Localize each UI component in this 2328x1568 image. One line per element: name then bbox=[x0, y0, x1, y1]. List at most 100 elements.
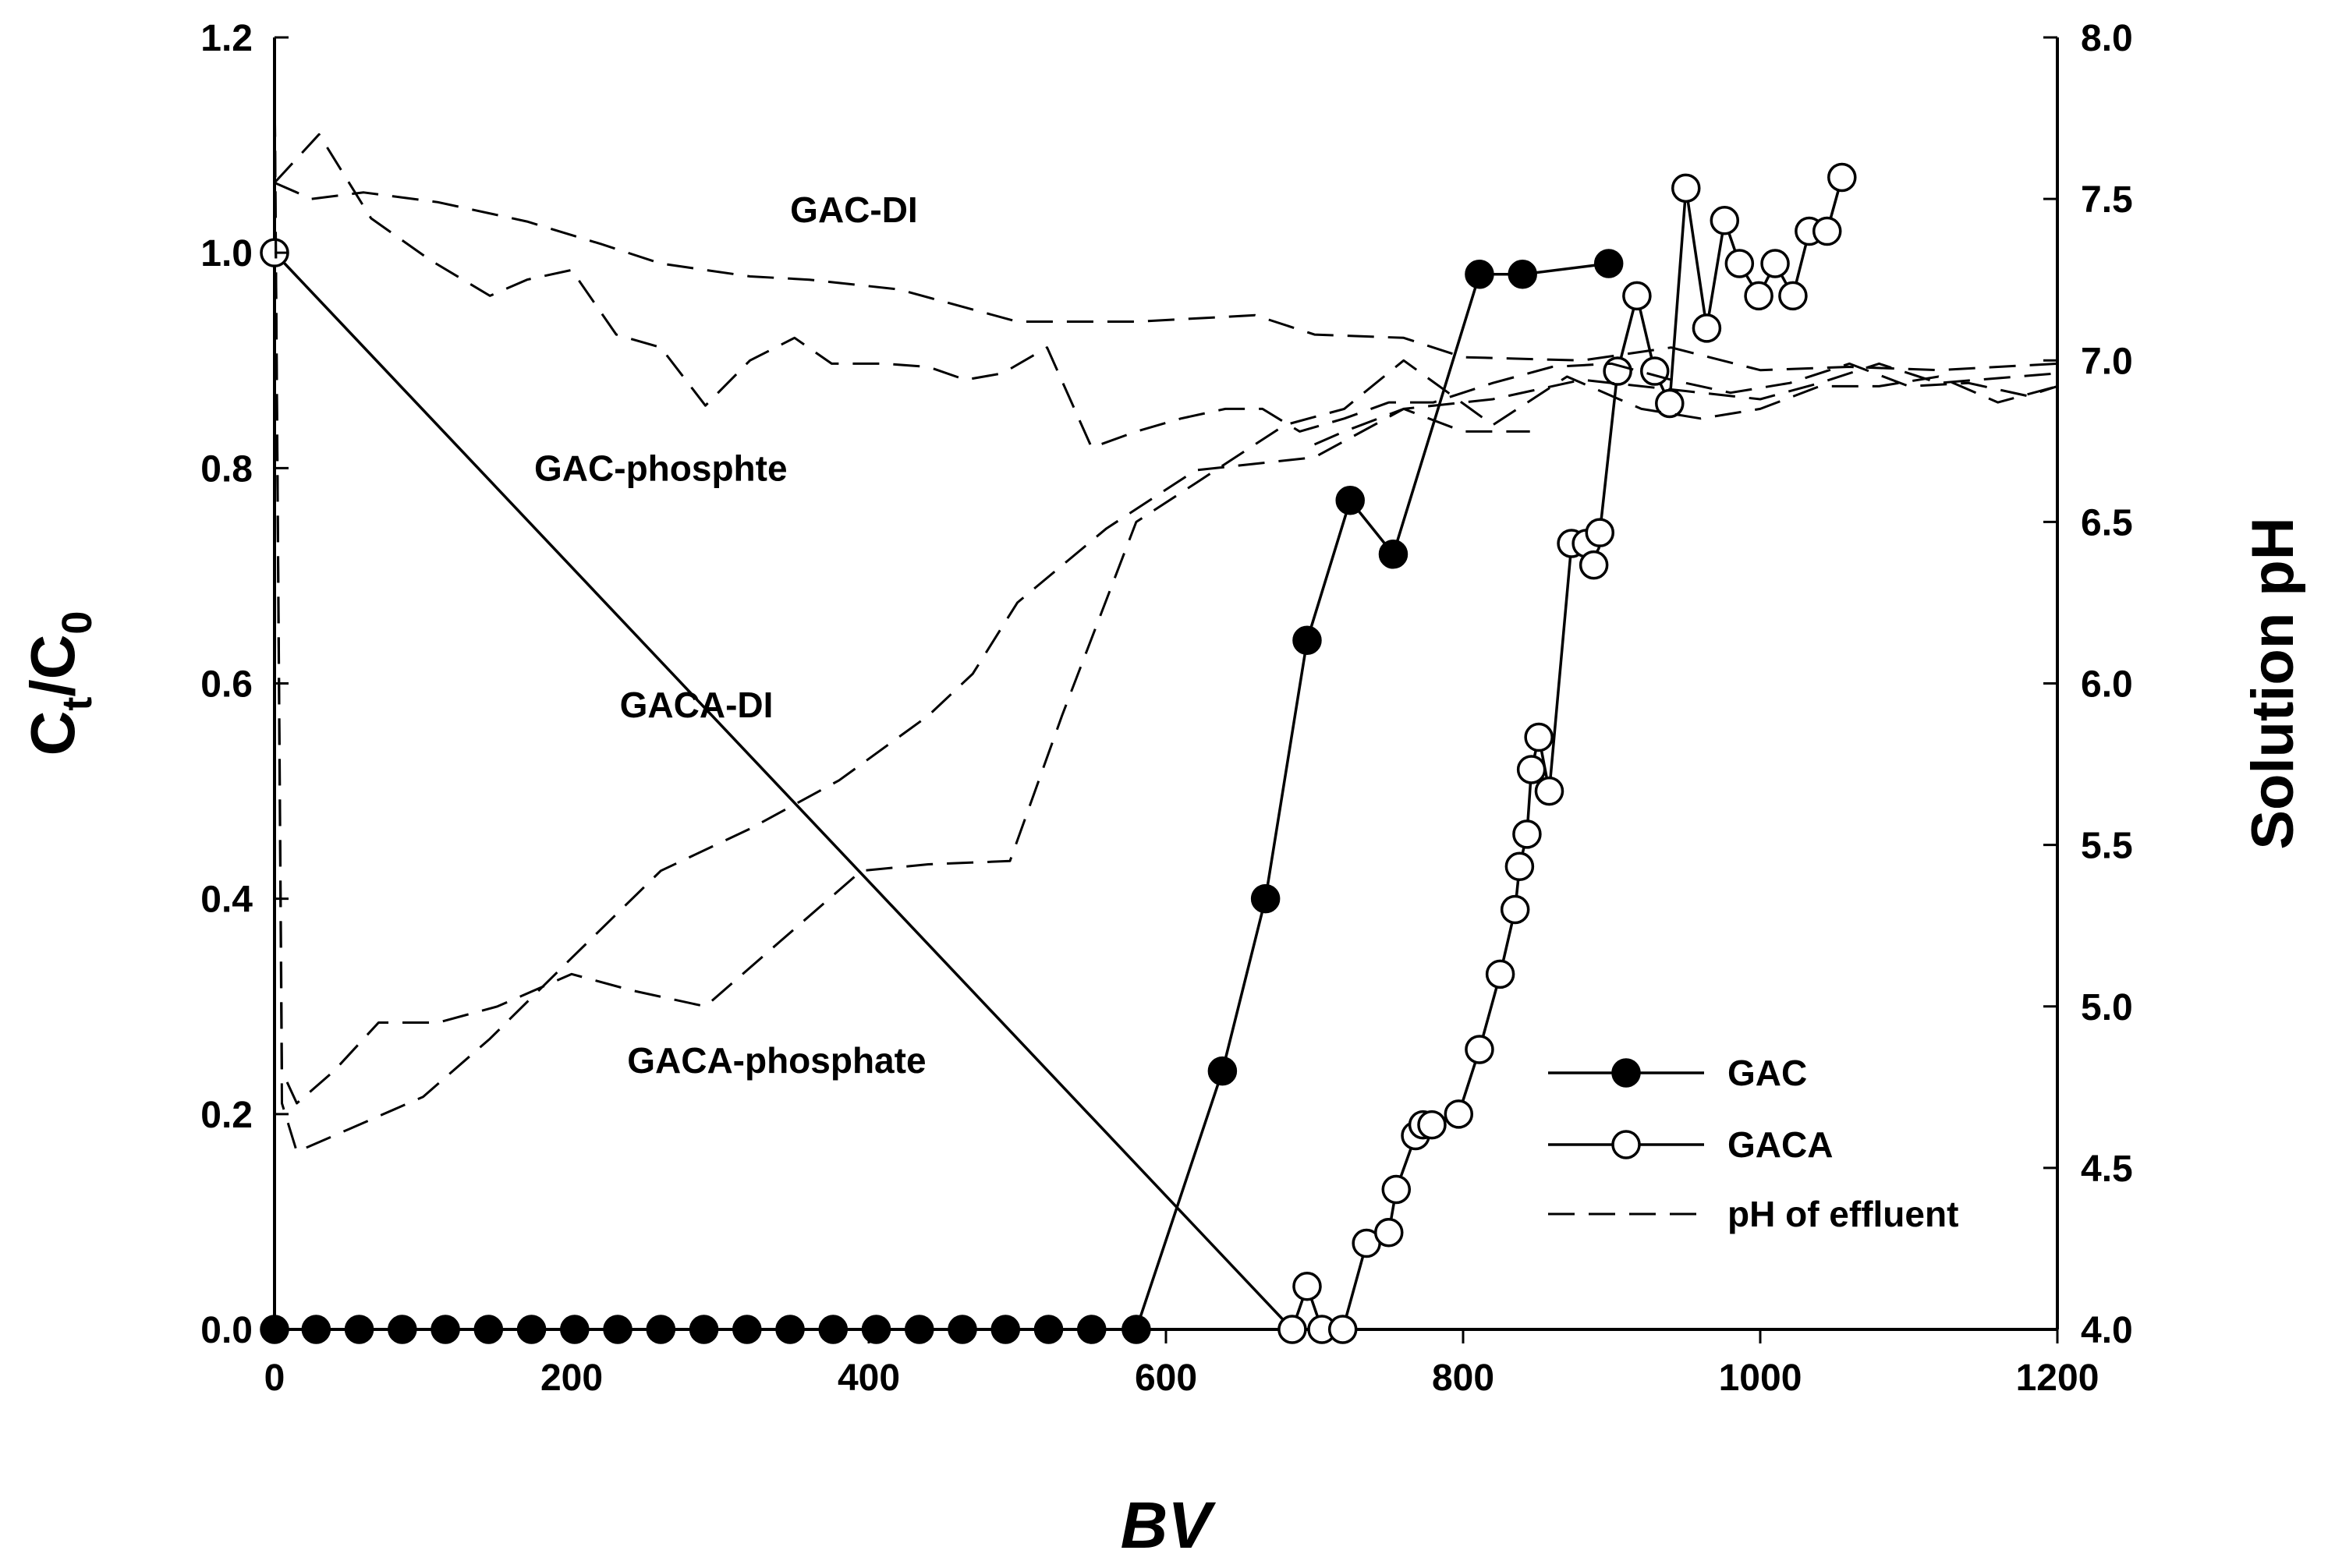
y-left-tick-label: 0.4 bbox=[200, 880, 253, 921]
gaca-point bbox=[1500, 894, 1530, 925]
gaca-point bbox=[1744, 281, 1773, 311]
gac-point bbox=[861, 1315, 891, 1344]
gac-point bbox=[990, 1315, 1021, 1344]
gac-point bbox=[775, 1315, 805, 1344]
gac-point bbox=[818, 1315, 849, 1344]
gac-point bbox=[431, 1315, 460, 1344]
gaca-point bbox=[1327, 1315, 1358, 1344]
gac-point bbox=[1077, 1315, 1107, 1344]
gaca-point bbox=[1692, 313, 1722, 343]
y-left-title-part: 0 bbox=[54, 611, 101, 635]
gaca-point bbox=[1812, 216, 1842, 246]
gaca-di-ph-line bbox=[273, 69, 2058, 1153]
gaca-point bbox=[1827, 162, 1857, 193]
gac-point bbox=[1378, 540, 1408, 569]
annotation-label: GACA-phosphate bbox=[627, 1040, 926, 1081]
x-tick-label: 600 bbox=[1135, 1357, 1197, 1399]
gac-point bbox=[1033, 1315, 1064, 1344]
gac-point bbox=[1508, 260, 1537, 289]
gaca-line bbox=[273, 177, 1844, 1333]
gaca-point bbox=[1444, 1099, 1474, 1129]
gac-point bbox=[1207, 1056, 1238, 1086]
gaca-point bbox=[1504, 851, 1535, 881]
gac-point bbox=[516, 1315, 547, 1344]
y-left-tick-label: 0.8 bbox=[200, 448, 253, 490]
y-left-tick-label: 0.6 bbox=[200, 664, 253, 706]
y-right-tick-label: 8.0 bbox=[2081, 18, 2133, 59]
gac-point bbox=[1292, 625, 1322, 656]
annotation-label: GACA-DI bbox=[620, 685, 774, 725]
y-right-tick-label: 5.5 bbox=[2081, 826, 2133, 867]
gaca-point bbox=[1465, 1035, 1494, 1064]
gac-point bbox=[1121, 1315, 1151, 1344]
gac-point bbox=[1335, 486, 1365, 515]
annotation-label: GAC-DI bbox=[790, 189, 918, 230]
gaca-point bbox=[1485, 959, 1515, 989]
ph-extra-segment-line bbox=[1313, 407, 1530, 446]
gac-point bbox=[905, 1315, 934, 1344]
gaca-point bbox=[1778, 281, 1808, 311]
x-axis-title: BV bbox=[1121, 1488, 1217, 1562]
y-left-title-part: t bbox=[54, 697, 101, 711]
gaca-point bbox=[1622, 281, 1652, 311]
gac-point bbox=[473, 1315, 504, 1344]
x-tick-label: 400 bbox=[838, 1357, 900, 1399]
y-left-tick-label: 1.2 bbox=[200, 18, 253, 59]
gaca-point bbox=[1292, 1272, 1322, 1301]
y-right-tick-label: 4.0 bbox=[2081, 1310, 2133, 1351]
y-left-title-part: C bbox=[18, 711, 87, 756]
y-right-tick-label: 6.5 bbox=[2081, 502, 2133, 543]
gaca-point bbox=[1417, 1110, 1447, 1140]
gac-point bbox=[603, 1315, 632, 1344]
gaca-point bbox=[1603, 356, 1632, 386]
gaca-point bbox=[1639, 356, 1670, 386]
gaca-point bbox=[1671, 173, 1701, 204]
gaca-point bbox=[1374, 1217, 1404, 1248]
y-left-axis-title: Ct/C0 bbox=[18, 611, 101, 756]
legend-label: GAC bbox=[1727, 1053, 1807, 1093]
gac-point bbox=[388, 1315, 417, 1344]
gaca-point bbox=[1524, 722, 1554, 752]
gac-point bbox=[1250, 883, 1281, 914]
gaca-point bbox=[1277, 1315, 1307, 1344]
gac-point bbox=[732, 1315, 762, 1344]
gaca-point bbox=[1724, 249, 1755, 278]
gaca-point bbox=[1516, 755, 1547, 784]
y-right-tick-label: 4.5 bbox=[2081, 1149, 2133, 1190]
x-tick-label: 1000 bbox=[1719, 1357, 1802, 1399]
gac-phosphate-ph-line bbox=[273, 133, 2058, 449]
gac-di-ph-line bbox=[274, 182, 2058, 372]
gaca-point bbox=[1534, 776, 1564, 806]
gac-line bbox=[275, 262, 1609, 1331]
gac-point bbox=[1593, 249, 1624, 278]
y-right-tick-label: 6.0 bbox=[2081, 664, 2133, 706]
gaca-point bbox=[1710, 205, 1740, 235]
gac-point bbox=[1465, 260, 1494, 289]
legend-swatch-marker bbox=[1611, 1058, 1641, 1088]
gaca-point bbox=[1512, 819, 1542, 849]
x-tick-label: 1200 bbox=[2016, 1357, 2099, 1399]
x-tick-label: 800 bbox=[1432, 1357, 1494, 1399]
legend: GAC GACA pH of effluent bbox=[1548, 1053, 1958, 1234]
gac-point bbox=[646, 1315, 676, 1344]
x-tick-label: 0 bbox=[264, 1357, 285, 1399]
gaca-phosphate-ph-line bbox=[273, 69, 2058, 1105]
gaca-point bbox=[1760, 249, 1790, 278]
gac-point bbox=[301, 1315, 331, 1344]
y-right-axis-title: Solution pH bbox=[2240, 517, 2306, 849]
y-right-tick-label: 5.0 bbox=[2081, 987, 2133, 1028]
gac-point bbox=[689, 1315, 719, 1344]
y-right-tick-label: 7.0 bbox=[2081, 341, 2133, 382]
y-left-tick-label: 1.0 bbox=[200, 233, 253, 274]
y-left-title-part: /C bbox=[18, 635, 87, 697]
ticks-layer: 0 200 400 600 800 1000 1200 0.0 0.2 0.4 0.6 0.8 1.0 1… bbox=[200, 18, 2132, 1399]
gaca-point bbox=[1585, 518, 1615, 547]
gac-point bbox=[560, 1315, 590, 1344]
legend-label: GACA bbox=[1727, 1124, 1833, 1165]
legend-label: pH of effluent bbox=[1727, 1194, 1958, 1234]
gac-point bbox=[344, 1315, 374, 1344]
gaca-point bbox=[1381, 1174, 1412, 1205]
